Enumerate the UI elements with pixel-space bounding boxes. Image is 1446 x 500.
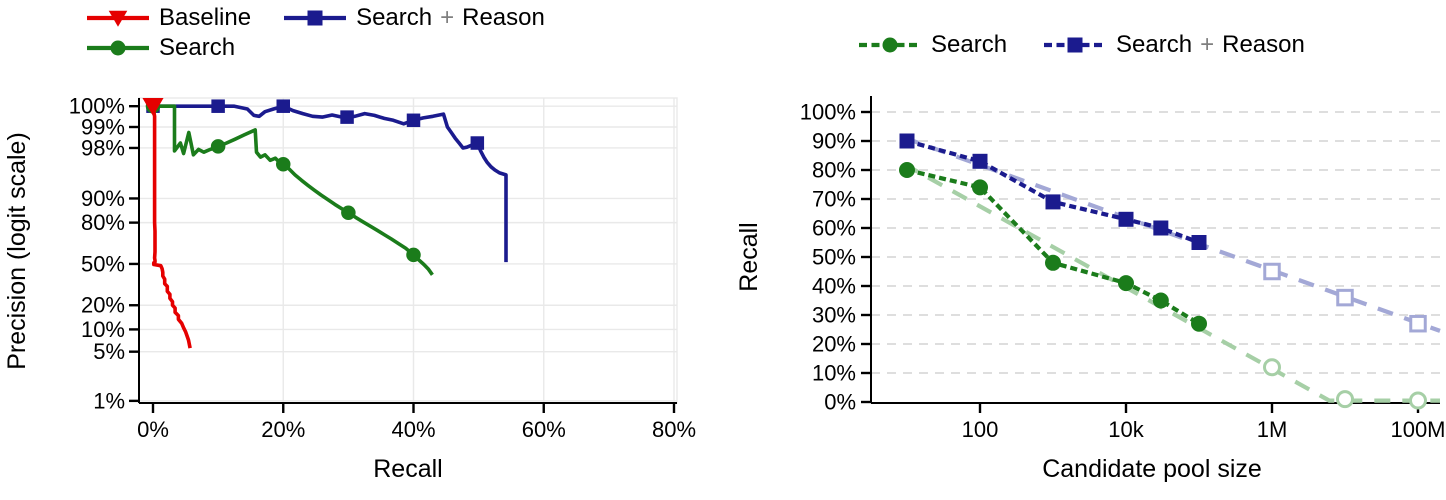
- right-chart-tick-labels: 0% 10% 20% 30% 40% 50% 60% 70% 80% 90% 100% 100 10k 1…: [800, 100, 1446, 443]
- legend-label-baseline: Baseline: [159, 3, 252, 31]
- search-reason-line-square-icon: [283, 6, 347, 30]
- svg-text:80%: 80%: [81, 210, 125, 235]
- right-series-search-reason: [899, 133, 1207, 250]
- search-dashed-circle-icon: [858, 33, 922, 57]
- left-legend-row-1: Baseline Search + Reason: [86, 3, 545, 32]
- svg-text:50%: 50%: [81, 251, 125, 276]
- svg-text:50%: 50%: [812, 245, 856, 270]
- svg-text:10k: 10k: [1108, 417, 1144, 442]
- legend-label-search-right: Search: [931, 31, 1008, 58]
- right-trend-search: [902, 162, 1440, 403]
- left-chart-legend: Baseline Search + Reason Search: [86, 3, 545, 62]
- left-legend-row-2: Search: [86, 33, 545, 62]
- legend-item-search-reason-right: Search + Reason: [1043, 33, 1305, 57]
- svg-text:5%: 5%: [93, 339, 125, 364]
- left-chart-axes: [129, 98, 677, 413]
- svg-text:100%: 100%: [69, 94, 125, 119]
- svg-text:30%: 30%: [812, 303, 856, 328]
- search-line-circle-icon: [86, 36, 150, 60]
- svg-text:90%: 90%: [812, 129, 856, 154]
- legend-label-search-reason: Search + Reason: [356, 3, 545, 31]
- right-chart-legend: Search Search + Reason: [858, 33, 1305, 57]
- svg-text:60%: 60%: [812, 216, 856, 241]
- svg-text:1%: 1%: [93, 388, 125, 413]
- svg-text:90%: 90%: [81, 186, 125, 211]
- right-chart: 0% 10% 20% 30% 40% 50% 60% 70% 80% 90% 100% 100 10k 1…: [735, 96, 1446, 483]
- svg-text:99%: 99%: [81, 115, 125, 140]
- legend-item-baseline: Baseline: [86, 3, 252, 31]
- svg-text:0%: 0%: [824, 390, 856, 415]
- left-chart-tick-labels: 100%99%98%90%80%50%20%10%5%1%0% 20% 40% 60%…: [69, 94, 696, 442]
- svg-text:100%: 100%: [800, 100, 856, 125]
- svg-text:40%: 40%: [391, 417, 435, 442]
- svg-text:10%: 10%: [81, 317, 125, 342]
- svg-text:80%: 80%: [652, 417, 696, 442]
- left-series-baseline: [142, 98, 192, 349]
- right-chart-axes: [861, 96, 1440, 413]
- left-chart-ylabel: Precision (logit scale): [3, 132, 31, 370]
- search-reason-dashed-square-icon: [1043, 33, 1107, 57]
- left-series-search: [145, 98, 434, 276]
- svg-text:80%: 80%: [812, 158, 856, 183]
- svg-text:0%: 0%: [137, 417, 169, 442]
- right-chart-xlabel: Candidate pool size: [1042, 455, 1262, 483]
- left-chart-xlabel: Recall: [373, 455, 442, 483]
- svg-text:10%: 10%: [812, 361, 856, 386]
- right-chart-grid: [871, 111, 1440, 374]
- svg-text:100: 100: [962, 417, 999, 442]
- baseline-line-triangle-icon: [86, 6, 150, 30]
- legend-item-search-right: Search: [858, 33, 1007, 57]
- right-open-markers-search-reason: [1263, 262, 1427, 333]
- svg-text:60%: 60%: [522, 417, 566, 442]
- left-chart: 100%99%98%90%80%50%20%10%5%1%0% 20% 40% 60%…: [3, 94, 696, 483]
- legend-label-search-reason-right: Search + Reason: [1116, 31, 1305, 58]
- legend-item-search: Search: [86, 33, 236, 61]
- svg-text:20%: 20%: [261, 417, 305, 442]
- svg-text:40%: 40%: [812, 274, 856, 299]
- legend-label-search: Search: [159, 33, 236, 61]
- right-chart-ylabel: Recall: [735, 222, 763, 291]
- left-series-search-reason: [146, 99, 508, 263]
- svg-text:20%: 20%: [812, 332, 856, 357]
- right-series-search: [899, 162, 1207, 332]
- legend-item-search-reason: Search + Reason: [283, 3, 545, 31]
- svg-text:1M: 1M: [1257, 417, 1288, 442]
- svg-text:20%: 20%: [81, 293, 125, 318]
- svg-text:70%: 70%: [812, 187, 856, 212]
- left-chart-grid: [138, 97, 678, 404]
- svg-text:98%: 98%: [81, 135, 125, 160]
- svg-text:100M: 100M: [1390, 417, 1445, 442]
- right-open-markers-search: [1263, 358, 1427, 410]
